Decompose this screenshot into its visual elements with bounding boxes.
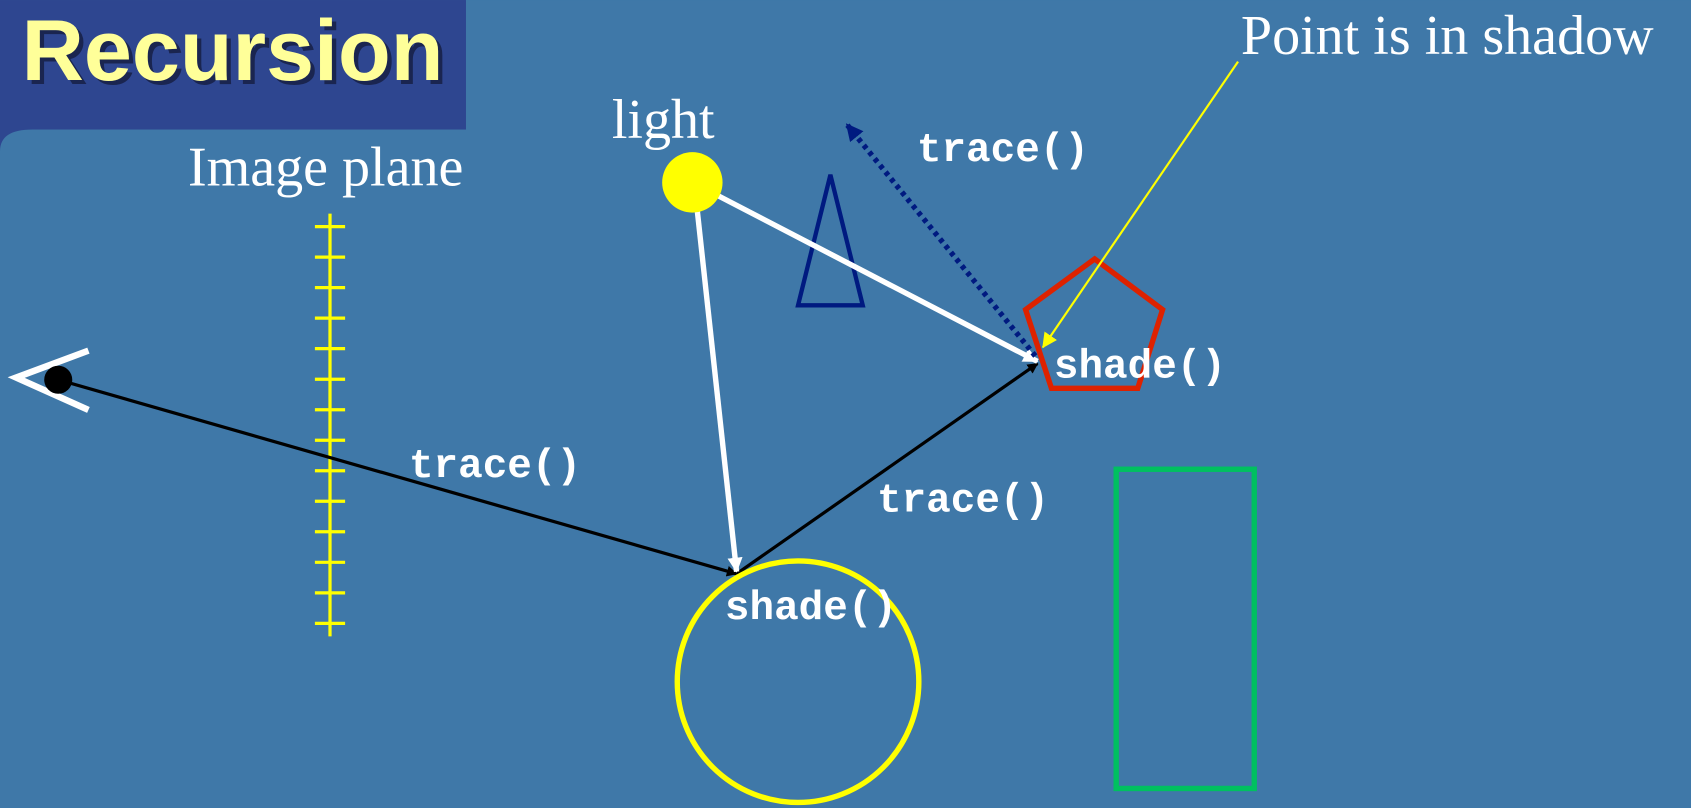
call-label: shade() xyxy=(1054,345,1226,391)
call-label: shade() xyxy=(725,586,897,632)
primary-ray xyxy=(57,378,738,577)
title: Recursion xyxy=(22,3,444,99)
light-label: light xyxy=(612,89,715,151)
callout-arrow xyxy=(1041,60,1239,349)
reflected-ray xyxy=(735,362,1039,576)
call-label: trace() xyxy=(409,444,581,490)
shadow-ray-2 xyxy=(691,179,1039,364)
pentagon xyxy=(1022,255,1166,392)
recursive-ray xyxy=(844,122,1038,358)
image-plane xyxy=(314,213,346,637)
box xyxy=(1113,466,1257,792)
triangle xyxy=(795,174,866,308)
shadow-label: Point is in shadow xyxy=(1241,5,1654,67)
title-box-corner xyxy=(0,0,466,152)
call-label: trace() xyxy=(877,478,1049,524)
title-shadow: Recursion xyxy=(26,7,448,103)
eye xyxy=(7,347,90,413)
sphere xyxy=(674,558,922,806)
call-label: trace() xyxy=(917,128,1089,174)
light-source xyxy=(662,152,723,213)
shadow-ray-1 xyxy=(693,204,743,573)
image-plane-label: Image plane xyxy=(188,137,464,199)
